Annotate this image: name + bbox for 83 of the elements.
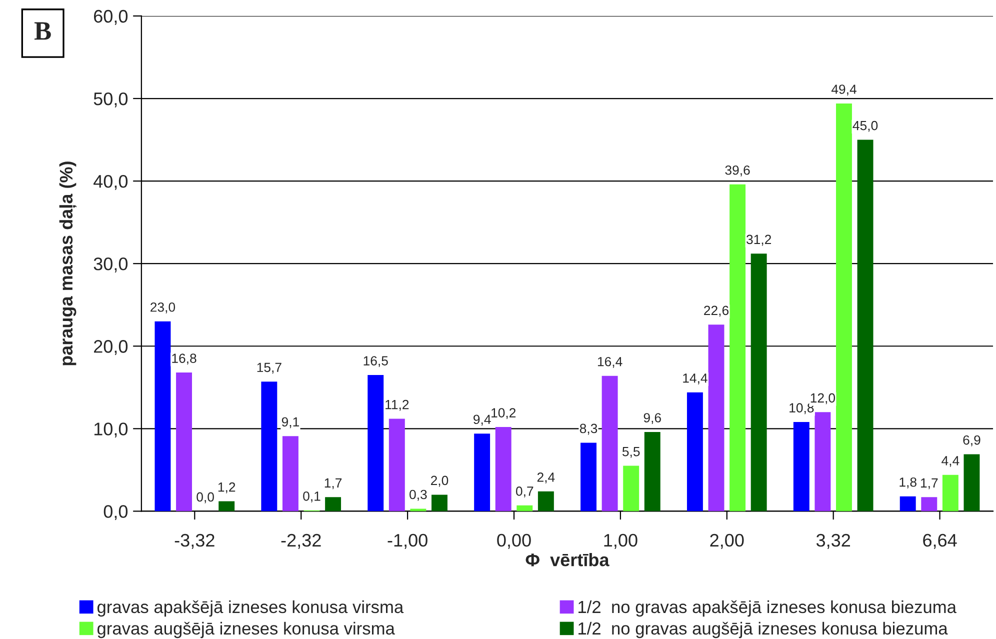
data-label: 31,2 [746, 234, 772, 246]
y-tick-label: 60,0 [94, 10, 128, 25]
bar [261, 382, 278, 512]
data-label: 49,4 [831, 84, 856, 96]
bar [432, 494, 448, 512]
data-label: 0,7 [516, 486, 534, 498]
data-label: 8,3 [580, 424, 598, 435]
bar [708, 324, 724, 512]
data-label: 23,0 [150, 302, 176, 314]
data-label: 5,5 [622, 447, 640, 458]
data-label: 12,0 [810, 393, 836, 404]
data-label: 1,8 [900, 477, 916, 488]
bar [154, 321, 171, 512]
legend-label: 1/2 no gravas augšējā izneses konusa biezuma [578, 622, 948, 638]
bar [474, 434, 490, 512]
y-tick-label: 30,0 [94, 258, 128, 272]
bar [516, 505, 533, 512]
data-label: 16,4 [598, 356, 622, 368]
y-tick-label: 10,0 [94, 422, 128, 438]
bar [623, 466, 640, 512]
bar [686, 392, 703, 512]
x-tick-label: -1,00 [388, 534, 428, 549]
data-label: 9,1 [282, 417, 299, 428]
bar [644, 432, 660, 512]
data-label: 6,9 [963, 435, 980, 446]
bar [836, 103, 852, 512]
data-label: 45,0 [852, 120, 878, 132]
data-label: 39,6 [725, 165, 750, 176]
legend-label: gravas augšējā izneses konusa virsma [97, 622, 395, 638]
bar [793, 422, 810, 512]
data-label: 2,0 [430, 476, 448, 487]
data-label: 0,0 [196, 492, 214, 504]
data-label: 9,6 [644, 413, 661, 424]
text: B [34, 22, 51, 40]
bar [602, 376, 618, 512]
x-tick-label: -2,32 [281, 534, 321, 549]
x-tick-label: 3,32 [816, 534, 850, 549]
bar [368, 375, 384, 512]
x-axis-title: Φ vērtība [526, 553, 610, 566]
x-tick-label: 0,00 [497, 534, 531, 549]
data-label: 2,4 [537, 472, 555, 484]
x-tick-label: 1,00 [604, 534, 638, 549]
bar [495, 427, 512, 512]
bar [730, 184, 746, 512]
y-tick-label: 40,0 [94, 174, 128, 190]
data-label: 1,7 [324, 478, 342, 490]
bar [750, 254, 767, 512]
data-label: 1,7 [920, 478, 938, 490]
data-label: 16,8 [172, 354, 196, 365]
data-label: 16,5 [364, 356, 388, 368]
y-tick-label: 0,0 [104, 505, 128, 520]
bar [942, 474, 958, 512]
x-tick-label: -3,32 [174, 534, 214, 549]
legend-label: 1/2 no gravas apakšējā izneses konusa biezuma [578, 600, 956, 617]
legend-label: gravas apakšējā izneses konusa virsma [97, 600, 404, 617]
bar [325, 497, 342, 512]
bar [282, 436, 298, 512]
y-axis-title: parauga masas daļa (%) [59, 162, 76, 366]
bar [580, 442, 596, 512]
bar [538, 491, 554, 512]
bar [921, 497, 938, 512]
x-tick-label: 6,64 [923, 534, 957, 549]
data-label: 1,2 [218, 482, 236, 494]
data-label: 4,4 [942, 456, 960, 467]
data-label: 9,4 [474, 414, 491, 426]
y-tick-label: 20,0 [94, 340, 128, 355]
data-label: 10,2 [492, 408, 516, 420]
data-label: 0,3 [410, 490, 427, 501]
bar [814, 412, 831, 512]
bar [857, 140, 874, 512]
bar [900, 496, 916, 512]
y-tick-label: 50,0 [94, 92, 128, 108]
data-label: 15,7 [257, 362, 282, 374]
data-label: 22,6 [704, 306, 729, 317]
bar [964, 454, 980, 512]
bar [176, 372, 192, 512]
bar [388, 418, 405, 512]
bar [410, 508, 426, 512]
data-label: 0,1 [303, 491, 320, 502]
bar [218, 501, 235, 512]
x-tick-label: 2,00 [710, 534, 744, 549]
data-label: 11,2 [386, 400, 409, 411]
data-label: 14,4 [683, 374, 708, 384]
